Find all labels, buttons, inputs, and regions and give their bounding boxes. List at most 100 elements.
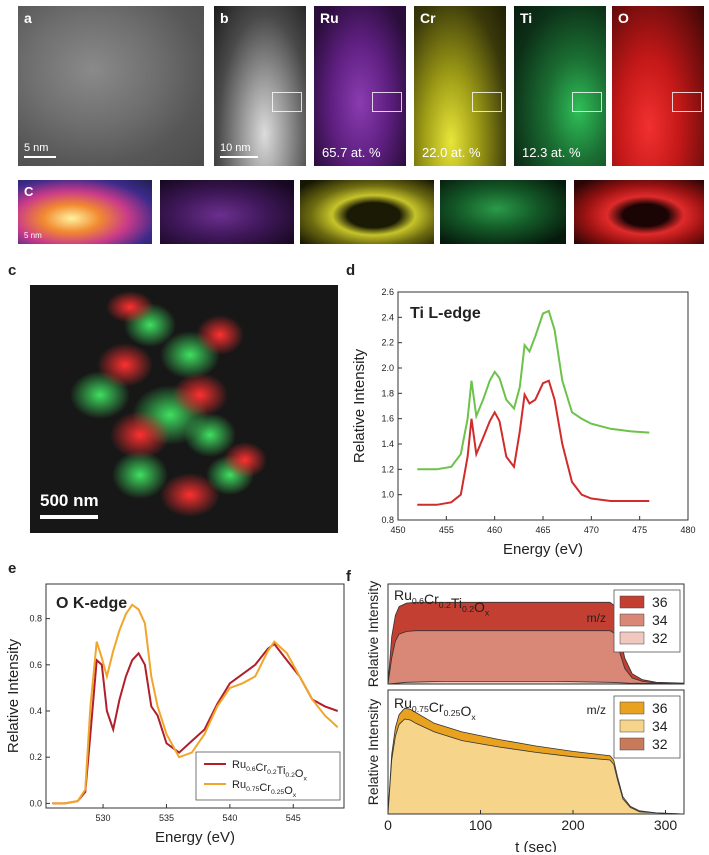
bottom-legend-label-2: 32	[652, 736, 668, 752]
y-tick-label: 2.0	[381, 363, 394, 373]
x-tick-label: 0	[384, 817, 392, 833]
y-tick-label: 1.4	[381, 439, 394, 449]
x-tick-label: 450	[390, 525, 405, 535]
scale-label-row2: 5 nm	[24, 231, 42, 240]
y-tick-label: 0.2	[29, 752, 42, 762]
top-legend-swatch-2	[619, 631, 645, 645]
bottom-legend-title: m/z	[587, 703, 606, 717]
x-tick-label: 100	[469, 817, 493, 833]
x-axis-label: Energy (eV)	[155, 829, 235, 846]
eds-map-ru-row2	[160, 180, 294, 244]
bottom-legend-label-1: 34	[652, 718, 668, 734]
atomic-percent-ru: 65.7 at. %	[322, 145, 381, 160]
bottom-legend-label-0: 36	[652, 700, 668, 716]
x-tick-label: 200	[561, 817, 585, 833]
x-tick-label: 465	[535, 525, 550, 535]
y-tick-label: 2.6	[381, 287, 394, 297]
legend-label-1: Ru0.75Cr0.25Ox	[232, 779, 297, 799]
x-tick-label: 530	[96, 813, 111, 823]
x-tick-label: 460	[487, 525, 502, 535]
formula-top: Ru0.6Cr0.2Ti0.2Ox	[394, 587, 490, 618]
chart-mass-spec: Ru0.6Cr0.2Ti0.2Ox Ru0.75Cr0.25Ox 36 34 32 m/z…	[365, 581, 685, 852]
scale-label-c: 500 nm	[40, 491, 99, 510]
scale-bar	[220, 156, 258, 158]
series-line-0	[52, 642, 339, 805]
bottom-legend-swatch-1	[619, 719, 645, 733]
y-axis-label: Relative Intensity	[5, 638, 22, 753]
roi-box	[672, 92, 702, 112]
x-tick-label: 540	[222, 813, 237, 823]
series-line-1	[417, 379, 650, 506]
x-tick-label: 480	[680, 525, 695, 535]
top-legend-title: m/z	[587, 611, 606, 625]
tem-image-a: a 5 nm	[18, 6, 204, 166]
scale-label-a: 5 nm	[24, 142, 49, 154]
panel-letter-d: d	[346, 262, 356, 279]
x-axis-label: t (sec)	[515, 839, 557, 852]
plot-frame	[45, 583, 345, 809]
chart-annotation: O K-edge	[56, 595, 127, 612]
map-label-o: O	[618, 10, 629, 26]
plot-frame-bottom-border	[387, 689, 685, 815]
y-tick-label: 0.8	[29, 614, 42, 624]
y-axis-label: Relative Intensity	[351, 348, 368, 463]
y-axis-label-top: Relative Intensity	[365, 581, 381, 688]
panel-letter-c-inset: C	[24, 184, 34, 199]
atomic-percent-ti: 12.3 at. %	[522, 145, 581, 160]
roi-box	[572, 92, 602, 112]
panel-letter-c: c	[8, 262, 17, 279]
y-tick-label: 1.8	[381, 388, 394, 398]
y-tick-label: 2.4	[381, 312, 394, 322]
haadf-image-b: b 10 nm	[214, 6, 306, 166]
map-label-cr: Cr	[420, 10, 436, 26]
x-tick-label: 455	[439, 525, 454, 535]
panel-letter-f: f	[346, 568, 351, 585]
legend-label-0: Ru0.6Cr0.2Ti0.2Ox	[232, 759, 307, 782]
y-tick-label: 0.0	[29, 798, 42, 808]
eds-map-ti: Ti 12.3 at. %	[514, 6, 606, 166]
roi-box	[472, 92, 502, 112]
series-line-1	[52, 603, 339, 805]
eds-map-o: O	[612, 6, 704, 166]
eds-map-ti-row2	[440, 180, 566, 244]
roi-box	[272, 92, 302, 112]
x-tick-label: 535	[159, 813, 174, 823]
map-label-ti: Ti	[520, 10, 533, 26]
eds-map-cr-row2	[300, 180, 434, 244]
chart-ti-l-edge: 450 455 460 465 470 475 480 0.8 1.0 1.2 1.4 1.6 1.8 2…	[351, 287, 696, 558]
eds-map-cr: Cr 22.0 at. %	[414, 6, 506, 166]
top-legend-label-0: 36	[652, 594, 668, 610]
roi-box	[372, 92, 402, 112]
bottom-legend-swatch-2	[619, 737, 645, 751]
top-area-34-1	[387, 630, 685, 685]
top-legend-label-1: 34	[652, 612, 668, 628]
x-tick-label: 475	[632, 525, 647, 535]
y-axis-label-bottom: Relative Intensity	[365, 699, 381, 806]
chart-o-k-edge: 530 535 540 545 0.0 0.2 0.4 0.6 0.8 Energy (eV) Re…	[5, 583, 345, 846]
top-legend-swatch-1	[619, 613, 645, 627]
y-tick-label: 0.8	[381, 515, 394, 525]
panel-letter-e: e	[8, 560, 17, 577]
x-tick-label: 470	[584, 525, 599, 535]
x-axis-label: Energy (eV)	[503, 541, 583, 558]
scale-bar	[24, 156, 56, 158]
x-tick-label: 545	[286, 813, 301, 823]
panel-letter-b: b	[220, 10, 229, 26]
x-tick-label: 300	[654, 817, 678, 833]
particle-map	[70, 291, 267, 517]
formula-bottom: Ru0.75Cr0.25Ox	[394, 695, 476, 722]
bottom-area-34-1	[387, 718, 685, 815]
legend-box	[195, 751, 341, 801]
atomic-percent-cr: 22.0 at. %	[422, 145, 481, 160]
eds-map-o-row2	[574, 180, 704, 244]
plot-frame	[397, 291, 689, 521]
panel-letter-a-inset: a	[24, 10, 32, 26]
red-blobs	[97, 291, 267, 517]
map-label-ru: Ru	[320, 10, 339, 26]
scale-bar	[40, 515, 98, 519]
eds-composite-c: 500 nm	[30, 285, 338, 533]
bottom-legend-swatch-0	[619, 701, 645, 715]
chart-annotation: Ti L-edge	[410, 305, 481, 322]
top-legend-label-2: 32	[652, 630, 668, 646]
eds-map-ru: Ru 65.7 at. %	[314, 6, 406, 166]
